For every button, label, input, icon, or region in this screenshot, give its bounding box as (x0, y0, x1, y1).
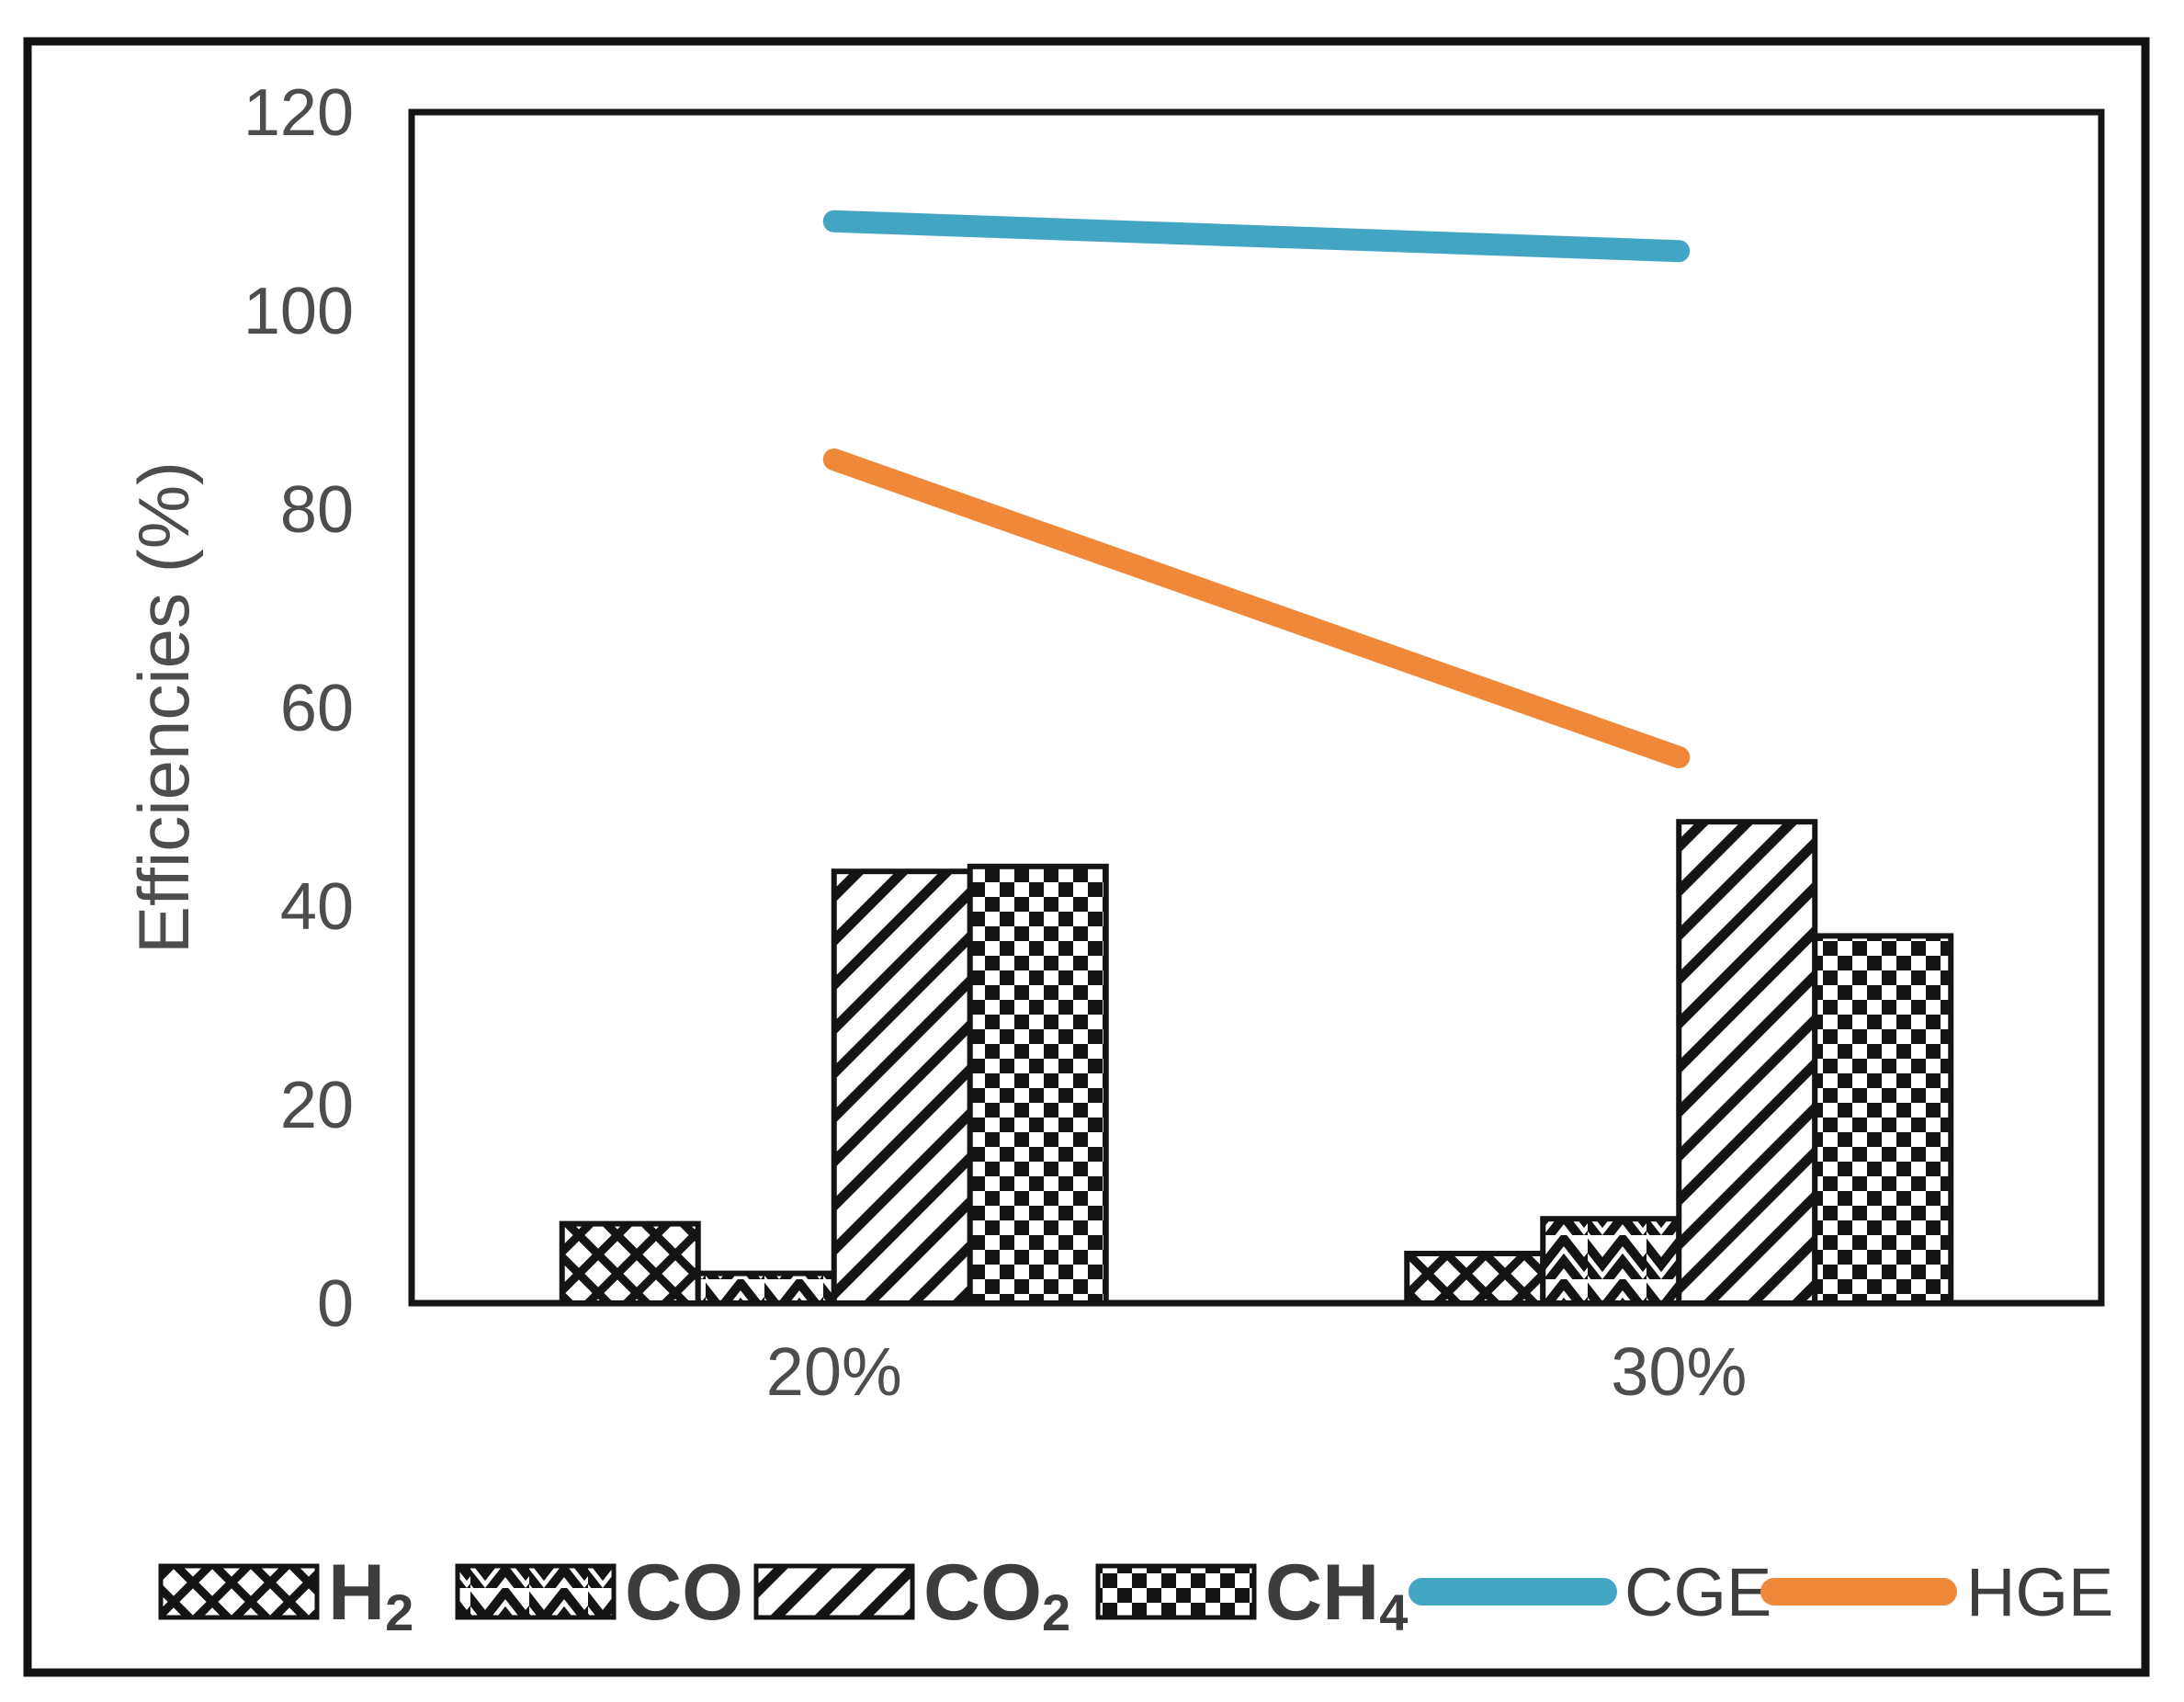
y-axis-title: Efficiencies (%) (123, 461, 204, 954)
legend-label-CH4: CH4 (1265, 1549, 1408, 1641)
bar-CO2-30% (1676, 819, 1818, 1306)
legend-label-CO: CO (625, 1549, 743, 1637)
bar-CO-20% (695, 1270, 837, 1306)
legend-item-CGE: CGE (1409, 1554, 1771, 1630)
y-tick-label: 0 (317, 1267, 354, 1341)
legend-item-CH4: CH4 (1095, 1549, 1408, 1641)
bar-H2-30% (1404, 1251, 1546, 1306)
y-tick-label: 40 (280, 870, 354, 944)
legend-label-H2: H2 (328, 1549, 413, 1641)
legend-label-CGE: CGE (1624, 1554, 1771, 1630)
bars-layer (559, 819, 1954, 1307)
bar-CH4-20% (967, 863, 1109, 1306)
legend-item-HGE: HGE (1760, 1554, 2113, 1630)
legend-item-H2: H2 (158, 1549, 413, 1641)
y-tick-label: 80 (280, 473, 354, 547)
y-tick-label: 20 (280, 1069, 354, 1142)
bar-CO2-20% (831, 868, 973, 1306)
legend-swatch-CO2 (753, 1563, 915, 1620)
legend-swatch-CH4 (1095, 1563, 1257, 1620)
x-category-label: 30% (1611, 1333, 1747, 1410)
line-HGE (822, 448, 1691, 768)
axes-layer: 0 20 40 60 80 100 120 20% 30% Efficiencies (%) (123, 76, 2105, 1410)
legend-item-CO: CO (455, 1549, 743, 1637)
bar-CO-30% (1540, 1216, 1682, 1306)
legend-swatch-H2 (158, 1563, 320, 1620)
x-category-label: 20% (766, 1333, 902, 1410)
bar-CH4-30% (1812, 933, 1954, 1307)
y-tick-label: 60 (280, 672, 354, 745)
lines-layer (822, 210, 1691, 768)
legend-item-CO2: CO2 (753, 1549, 1070, 1641)
legend-swatch-CO (455, 1563, 617, 1620)
legend-layer: H2 CO CO2 CH4 CGE HGE (158, 1549, 2113, 1641)
legend-label-HGE: HGE (1966, 1554, 2113, 1630)
bar-H2-20% (559, 1220, 701, 1306)
legend-label-CO2: CO2 (923, 1549, 1070, 1641)
line-CGE (822, 210, 1691, 263)
y-tick-label: 100 (243, 275, 354, 348)
y-tick-label: 120 (243, 76, 354, 150)
